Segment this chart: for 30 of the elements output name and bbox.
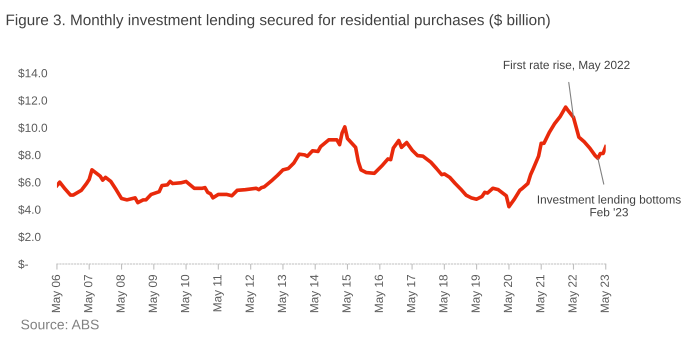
x-tick-label: May 13 [278,274,288,312]
source-note: Source: ABS [21,320,99,330]
y-tick-label: $12.0 [18,96,48,106]
x-tick-label: May 09 [148,274,160,312]
x-tick-label: May 12 [245,275,256,312]
x-tick-label: May 14 [310,274,321,312]
x-tick-label: May 11 [213,274,224,312]
x-tick-label: May 06 [52,274,62,312]
annotation: First rate rise, May 2022 [504,60,630,72]
x-tick-label: May 18 [439,274,450,312]
x-tick-label: May 20 [504,274,514,312]
x-tick-label: May 21 [536,274,547,312]
x-tick-label: May 08 [116,274,128,312]
x-tick-label: May 23 [600,274,612,312]
y-tick-label: $4.0 [18,204,41,215]
x-tick-label: May 22 [568,275,579,312]
x-tick-label: May 16 [374,274,386,312]
y-tick-label: $- [18,260,28,270]
y-tick-label: $8.0 [18,150,41,160]
chart-title: Figure 3. Monthly investment lending secured for residential purchases ($ billion) [6,14,550,28]
x-tick-label: May 07 [84,275,95,312]
x-tick-label: May 15 [342,274,353,312]
y-tick-label: $2.0 [18,232,41,242]
x-tick-label: May 10 [180,274,192,312]
annotation: Investment lending bottoms Feb '23 [538,195,681,216]
y-tick-label: $10.0 [18,123,48,133]
x-tick-label: May 17 [407,275,418,312]
y-tick-label: $14.0 [18,68,48,78]
y-tick-label: $6.0 [18,178,41,188]
x-tick-label: May 19 [471,274,482,312]
